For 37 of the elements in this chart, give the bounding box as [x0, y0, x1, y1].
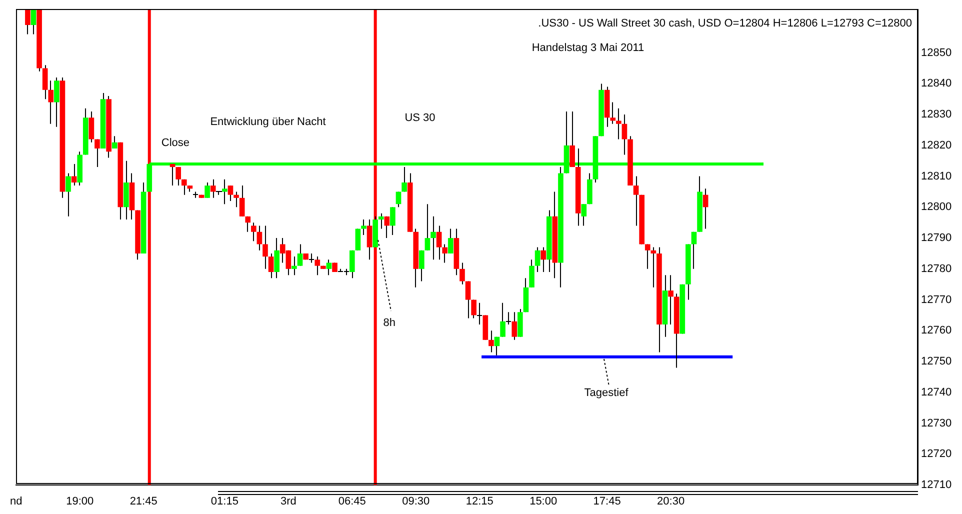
x-tick-label: 09:30 [402, 496, 430, 508]
annotation: Entwicklung über Nacht [210, 116, 326, 128]
x-tick-label: 19:00 [66, 496, 94, 508]
y-tick-label: 12750 [921, 356, 952, 368]
y-tick-label: 12780 [921, 262, 952, 275]
x-tick-label: 06:45 [338, 496, 366, 508]
y-tick-label: 12730 [921, 417, 952, 430]
candlestick [216, 191, 222, 195]
y-tick-label: 12830 [921, 108, 952, 121]
text: .US30 - US Wall Street 30 cash, USD O=12804 H=12806 L=12793 C=12800 [538, 18, 912, 30]
annotation: Tagestief [584, 386, 630, 399]
candlestick [477, 302, 482, 324]
x-tick-label: 17:45 [593, 496, 621, 508]
y-tick-label: 12720 [921, 448, 952, 460]
annotation: US 30 [404, 112, 436, 124]
annotation: Handelstag 3 Mai 2011 [532, 42, 644, 54]
y-tick-label: 12740 [921, 386, 952, 398]
annotation: 8h [383, 317, 396, 330]
candlestick [506, 312, 511, 324]
x-tick-label: 01:15 [210, 496, 238, 508]
y-tick-label: 12800 [921, 201, 952, 214]
candlestick [650, 247, 656, 288]
y-tick-label: 12850 [921, 46, 952, 59]
y-tick-label: 12760 [921, 324, 952, 337]
x-tick-label: 3rd [280, 496, 296, 508]
y-tick-label: 12790 [921, 232, 952, 244]
y-tick-label: 12770 [921, 294, 952, 306]
x-tick-label: 20:30 [657, 496, 685, 508]
x-tick-label: 21:45 [130, 496, 158, 508]
x-tick-label: 15:00 [530, 496, 558, 508]
y-tick-label: 12820 [921, 139, 952, 152]
x-tick-label: 12:15 [466, 496, 494, 508]
x-tick-label: nd [10, 496, 22, 508]
y-tick-label: 12810 [921, 170, 952, 182]
annotation: Close [161, 136, 190, 149]
y-tick-label: 12710 [921, 479, 952, 492]
y-tick-label: 12840 [921, 78, 952, 90]
